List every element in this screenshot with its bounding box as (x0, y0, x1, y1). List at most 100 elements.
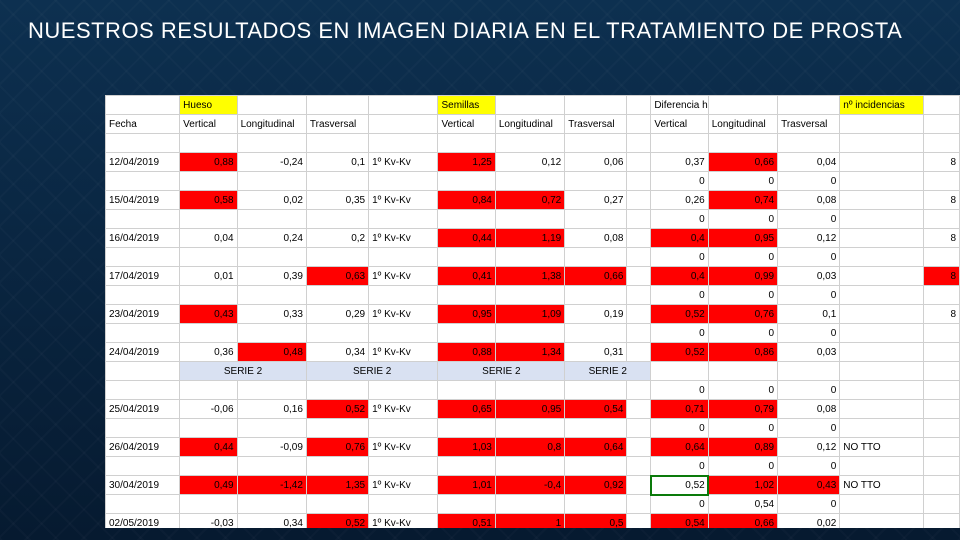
cell: 1,38 (495, 267, 564, 286)
cell: 1º Kv-Kv (369, 343, 438, 362)
cell: 0,34 (237, 514, 306, 529)
cell (565, 457, 627, 476)
cell (778, 96, 840, 115)
cell (438, 457, 495, 476)
cell: 0 (708, 172, 777, 191)
cell: -0,4 (495, 476, 564, 495)
cell (369, 115, 438, 134)
cell: 1,03 (438, 438, 495, 457)
cell: -0,06 (180, 400, 237, 419)
cell: nº incidencias (840, 96, 924, 115)
cell: 0 (778, 210, 840, 229)
cell: 24/04/2019 (106, 343, 180, 362)
cell (924, 400, 960, 419)
cell: 1,25 (438, 153, 495, 172)
cell (778, 134, 840, 153)
cell: 0,52 (651, 476, 708, 495)
cell (495, 172, 564, 191)
cell (565, 172, 627, 191)
cell: 0,71 (651, 400, 708, 419)
cell (840, 210, 924, 229)
cell: 0,8 (495, 438, 564, 457)
cell: Trasversal (565, 115, 627, 134)
cell (565, 210, 627, 229)
cell (840, 457, 924, 476)
cell (840, 514, 924, 529)
cell (840, 495, 924, 514)
cell: 0,54 (651, 514, 708, 529)
cell (565, 419, 627, 438)
cell (438, 210, 495, 229)
cell (565, 134, 627, 153)
cell (306, 324, 368, 343)
cell: SERIE 2 (306, 362, 438, 381)
cell (840, 172, 924, 191)
cell (565, 286, 627, 305)
cell (495, 210, 564, 229)
cell: 1º Kv-Kv (369, 153, 438, 172)
cell: 0,43 (778, 476, 840, 495)
cell: 0,65 (438, 400, 495, 419)
cell (306, 419, 368, 438)
cell: 0 (651, 248, 708, 267)
cell (627, 324, 651, 343)
cell (708, 96, 777, 115)
cell: 0,52 (306, 514, 368, 529)
cell (438, 286, 495, 305)
cell: 0,51 (438, 514, 495, 529)
cell: -0,09 (237, 438, 306, 457)
cell: 0 (651, 172, 708, 191)
cell: 1º Kv-Kv (369, 191, 438, 210)
cell (495, 134, 564, 153)
cell: SERIE 2 (565, 362, 651, 381)
cell (627, 229, 651, 248)
cell (306, 248, 368, 267)
cell: 1,02 (708, 476, 777, 495)
cell: 0,02 (778, 514, 840, 529)
cell: 25/04/2019 (106, 400, 180, 419)
cell (627, 400, 651, 419)
cell (840, 229, 924, 248)
cell: 1,34 (495, 343, 564, 362)
cell (565, 324, 627, 343)
cell: 0,08 (778, 191, 840, 210)
cell (840, 191, 924, 210)
cell: 0 (708, 381, 777, 400)
cell (106, 457, 180, 476)
cell: NO TTO (840, 476, 924, 495)
cell: 0 (778, 248, 840, 267)
cell (369, 419, 438, 438)
cell: 8 (924, 191, 960, 210)
cell (840, 324, 924, 343)
cell: 1,01 (438, 476, 495, 495)
cell (627, 153, 651, 172)
cell (565, 248, 627, 267)
cell: 0,44 (180, 438, 237, 457)
cell: 8 (924, 153, 960, 172)
cell: 0,49 (180, 476, 237, 495)
cell (708, 134, 777, 153)
cell (106, 134, 180, 153)
spreadsheet-region: HuesoSemillasDiferencia hueso-semillasnº… (105, 95, 960, 528)
cell (438, 419, 495, 438)
cell (924, 476, 960, 495)
cell: 16/04/2019 (106, 229, 180, 248)
cell: 0,24 (237, 229, 306, 248)
cell (180, 172, 237, 191)
cell: 0,35 (306, 191, 368, 210)
cell (627, 514, 651, 529)
cell (627, 305, 651, 324)
cell: 0,54 (708, 495, 777, 514)
cell (840, 305, 924, 324)
cell (627, 343, 651, 362)
cell: 1º Kv-Kv (369, 514, 438, 529)
cell: 1 (495, 514, 564, 529)
cell: 0,79 (708, 400, 777, 419)
cell (237, 248, 306, 267)
cell (237, 96, 306, 115)
cell (438, 495, 495, 514)
cell: SERIE 2 (438, 362, 565, 381)
cell: 0,86 (708, 343, 777, 362)
cell: 12/04/2019 (106, 153, 180, 172)
cell (627, 419, 651, 438)
